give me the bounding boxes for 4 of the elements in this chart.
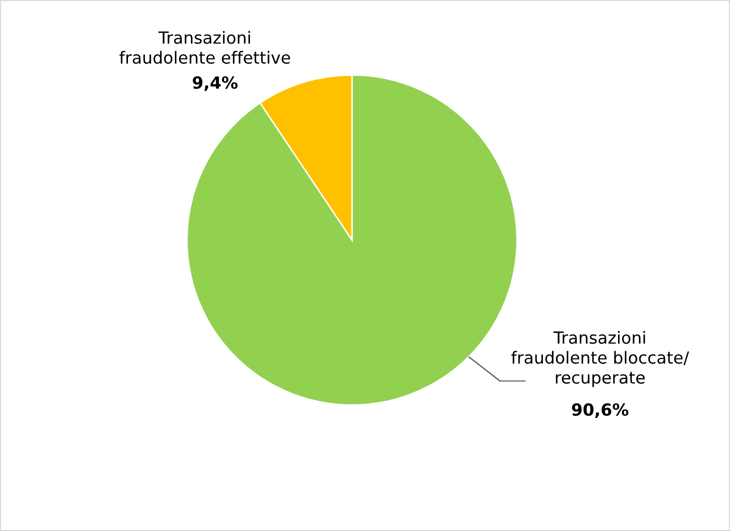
slice-label: Transazioni fraudolente effettive	[119, 31, 290, 64]
data-label: 90,6%	[572, 403, 628, 418]
data-label: 9,4%	[192, 76, 238, 92]
slice-label: Transazioni fraudolente bloccate/ recuperate	[511, 331, 690, 387]
